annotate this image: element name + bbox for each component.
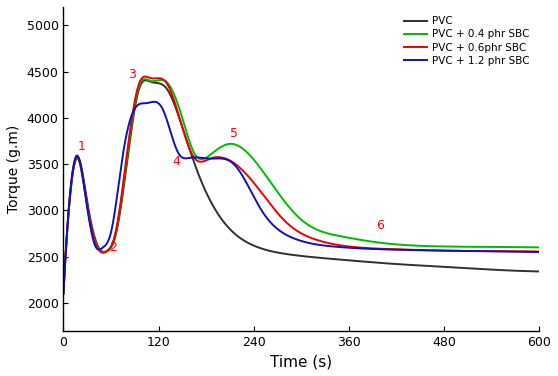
X-axis label: Time (s): Time (s) [270, 354, 333, 369]
Text: 3: 3 [128, 68, 136, 81]
Y-axis label: Torque (g.m): Torque (g.m) [7, 125, 21, 213]
Legend: PVC, PVC + 0.4 phr SBC, PVC + 0.6phr SBC, PVC + 1.2 phr SBC: PVC, PVC + 0.4 phr SBC, PVC + 0.6phr SBC… [400, 12, 534, 70]
Text: 5: 5 [230, 127, 238, 140]
Text: 1: 1 [78, 140, 85, 153]
Text: 2: 2 [109, 241, 117, 254]
Text: 4: 4 [173, 155, 181, 168]
Text: 6: 6 [377, 219, 384, 232]
